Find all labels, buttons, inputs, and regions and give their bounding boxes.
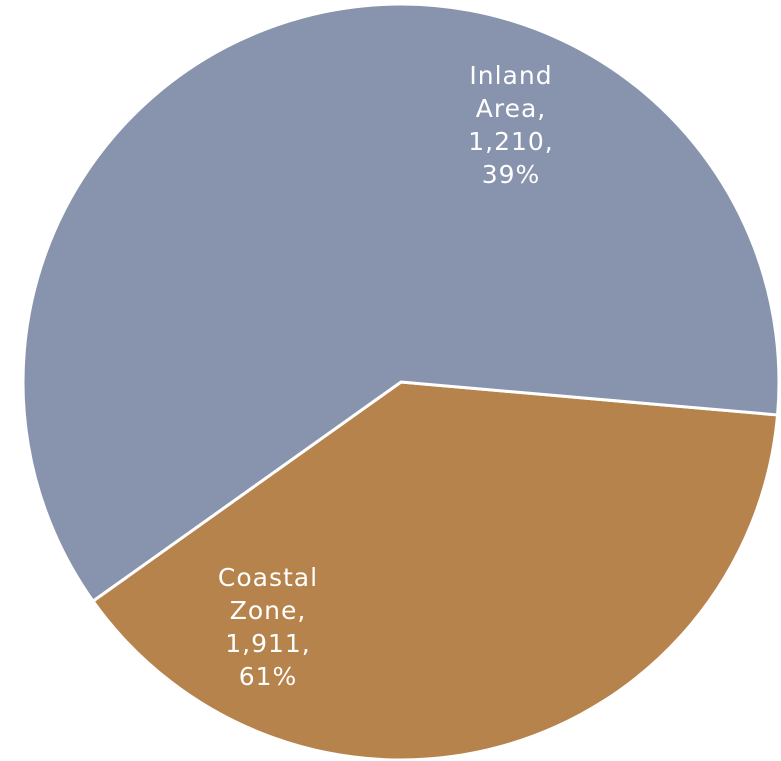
pie-label-coastal-zone: Coastal Zone, 1,911, 61% bbox=[218, 563, 318, 691]
pie-labels: Inland Area, 1,210, 39% Coastal Zone, 1,911, 61… bbox=[218, 61, 554, 691]
pie-label-line: 1,210, bbox=[468, 127, 554, 156]
pie-label-line: Area, bbox=[476, 94, 546, 123]
pie-label-line: 1,911, bbox=[225, 629, 311, 658]
pie-label-line: 61% bbox=[239, 662, 298, 691]
pie-label-inland-area: Inland Area, 1,210, 39% bbox=[468, 61, 554, 189]
pie-slices bbox=[21, 2, 781, 761]
pie-label-line: 39% bbox=[482, 160, 541, 189]
pie-slice-coastal-zone bbox=[21, 2, 781, 603]
pie-slice-inland-area bbox=[91, 380, 780, 761]
pie-label-line: Inland bbox=[469, 61, 552, 90]
pie-label-line: Coastal bbox=[218, 563, 318, 592]
pie-label-line: Zone, bbox=[230, 596, 307, 625]
